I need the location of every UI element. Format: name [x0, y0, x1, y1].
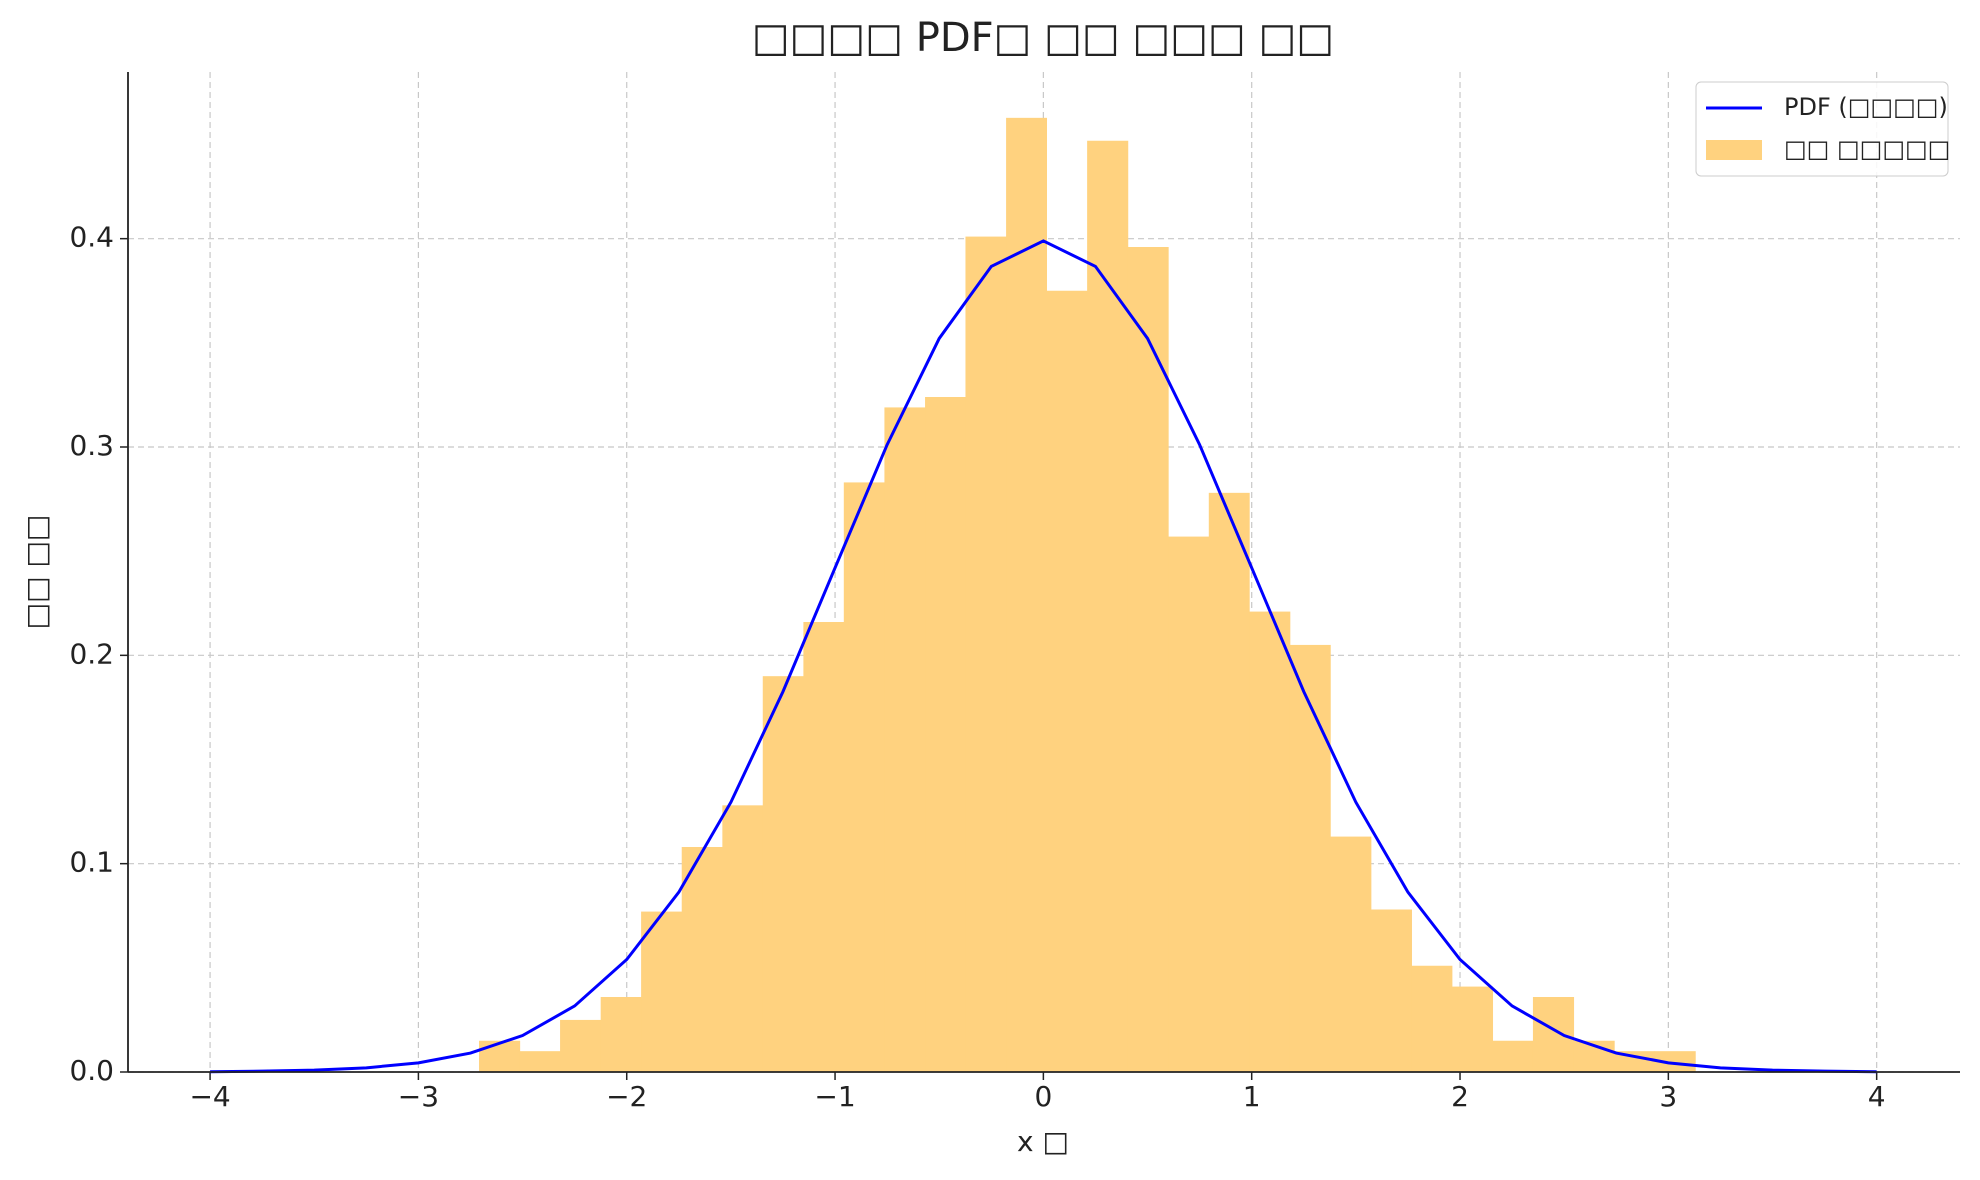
y-axis-label: □□ □□	[20, 515, 53, 630]
histogram-bar	[1492, 1040, 1534, 1072]
histogram-bar	[641, 911, 683, 1072]
histogram-bar	[843, 482, 885, 1073]
histogram-bar	[1006, 117, 1047, 1073]
y-tick-label: 0.4	[69, 221, 114, 254]
histogram-bar	[1046, 290, 1088, 1072]
x-axis-label: x □	[1017, 1125, 1069, 1158]
histogram-bar	[519, 1051, 561, 1072]
histogram-bar	[925, 397, 966, 1072]
x-tick-label: −3	[398, 1080, 439, 1113]
histogram-bar	[1411, 965, 1453, 1072]
histogram-bar	[1087, 140, 1129, 1072]
x-tick-label: 4	[1868, 1080, 1886, 1113]
histogram-bar	[1249, 611, 1291, 1072]
y-tick-label: 0.0	[69, 1054, 114, 1087]
histogram-bar	[681, 847, 723, 1072]
histogram-bar	[1532, 997, 1575, 1072]
histogram-bar	[1330, 836, 1372, 1072]
x-tick-label: 3	[1659, 1080, 1677, 1113]
legend-patch	[1706, 140, 1762, 160]
x-tick-label: 2	[1451, 1080, 1469, 1113]
legend-label: PDF (□□□□)	[1784, 93, 1948, 121]
histogram-bar	[1451, 986, 1494, 1072]
histogram-bar	[722, 805, 764, 1072]
histogram-bar	[1654, 1051, 1696, 1072]
histogram-bar	[560, 1019, 602, 1072]
x-tick-label: −4	[189, 1080, 230, 1113]
histogram-bar	[1370, 909, 1412, 1072]
histogram-bar	[1614, 1051, 1656, 1072]
x-tick-label: 0	[1034, 1080, 1052, 1113]
histogram-bar	[479, 1040, 521, 1072]
histogram-bar	[1168, 536, 1210, 1072]
histogram-bar	[600, 997, 642, 1072]
histogram-bar	[762, 676, 804, 1072]
legend-label: □□ □□□□□	[1784, 135, 1950, 163]
histogram-bar	[1127, 247, 1169, 1072]
y-tick-label: 0.1	[69, 846, 114, 879]
histogram-bar	[965, 236, 1007, 1073]
chart-title: □□□□ PDF□ □□ □□□ □□	[752, 15, 1334, 61]
histogram-bar	[803, 622, 845, 1072]
x-tick-label: −2	[606, 1080, 647, 1113]
histogram-bar	[1289, 644, 1331, 1072]
y-tick-label: 0.2	[69, 637, 114, 670]
histogram-bar	[884, 407, 926, 1073]
pdf-line	[210, 239, 1877, 1074]
histogram-bar	[1208, 492, 1250, 1072]
x-tick-label: 1	[1243, 1080, 1261, 1113]
y-tick-label: 0.3	[69, 429, 114, 462]
x-tick-label: −1	[814, 1080, 855, 1113]
